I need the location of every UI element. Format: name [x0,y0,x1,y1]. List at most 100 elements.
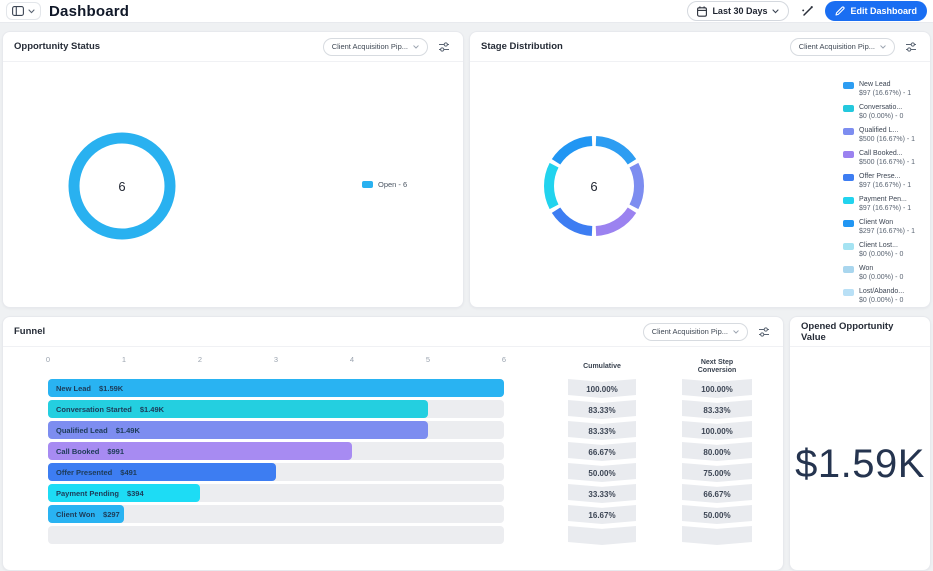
funnel-bar-client-won: Client Won $297 [48,505,124,523]
cumulative-value: 50.00% [568,463,636,482]
legend-stage-name: Payment Pen... [859,196,907,203]
funnel-panel: Funnel Client Acquisition Pip... Cumulat… [2,316,784,571]
donut-segment-new-lead [595,136,637,165]
donut-segment-payment-pending [544,162,559,210]
sliders-icon [906,41,916,52]
chart-options-button[interactable] [756,324,772,340]
legend-item: Qualified L... $500 (16.67%) - 1 [843,127,929,144]
dashboard-switcher-button[interactable] [6,2,41,20]
x-axis-tick: 3 [273,355,279,364]
legend-stage-detail: $97 (16.67%) - 1 [859,205,912,212]
stage-distribution-donut-chart: 6 [539,131,649,241]
funnel-stage-name: Offer Presented [56,467,113,477]
next-step-conversion-value: 66.67% [682,484,752,503]
legend-color-chip [843,105,854,112]
cumulative-value [568,526,636,545]
page-title: Dashboard [49,2,130,20]
opened-opportunity-value-panel: Opened Opportunity Value $1.59K [789,316,931,571]
donut-segment-offer-presented [551,207,593,236]
legend-text: Client Won $297 (16.67%) - 1 [859,219,915,236]
legend-text: Won $0 (0.00%) - 0 [859,265,903,282]
legend-stage-name: Lost/Abando... [859,288,905,295]
pipeline-selector-value: Client Acquisition Pip... [331,42,408,51]
funnel-bar-label: New Lead $1.59K [48,384,123,393]
chevron-down-icon [413,44,419,49]
funnel-stage-amount: $1.59K [99,383,124,393]
panel-title: Opened Opportunity Value [801,320,894,343]
legend-color-chip [843,266,854,273]
funnel-bar-track [48,526,504,544]
next-step-conversion-value: 80.00% [682,442,752,461]
legend-stage-name: Call Booked... [859,150,903,157]
magic-wand-button[interactable] [798,2,816,20]
panel-title: Funnel [14,326,46,337]
legend-item: Client Lost... $0 (0.00%) - 0 [843,242,929,259]
funnel-stage-amount: $297 [103,509,120,519]
cumulative-value: 33.33% [568,484,636,503]
x-axis-tick: 6 [501,355,507,364]
calendar-icon [697,5,708,17]
cumulative-value: 83.33% [568,400,636,419]
legend-text: Lost/Abando... $0 (0.00%) - 0 [859,288,904,305]
legend-item: Conversatio... $0 (0.00%) - 0 [843,104,929,121]
legend-color-chip [843,151,854,158]
legend-stage-detail: $97 (16.67%) - 1 [859,90,912,97]
legend-stage-name: Offer Prese... [859,173,901,180]
legend-stage-detail: $500 (16.67%) - 1 [859,159,916,166]
pencil-icon [835,6,846,16]
legend-color-chip [362,181,373,188]
pipeline-selector-value: Client Acquisition Pip... [651,327,728,336]
pipeline-selector[interactable]: Client Acquisition Pip... [322,37,428,56]
legend-item: Open - 6 [362,180,407,189]
legend-item: Client Won $297 (16.67%) - 1 [843,219,929,236]
x-axis-tick: 2 [197,355,203,364]
funnel-bar-label: Qualified Lead $1.49K [48,426,140,435]
cumulative-value: 100.00% [568,379,636,398]
donut-center-value: 6 [118,178,126,194]
legend-stage-name: Client Lost... [859,242,898,249]
stage-distribution-legend: New Lead $97 (16.67%) - 1 Conversatio... $0… [843,81,929,305]
chevron-down-icon [28,8,35,13]
funnel-stage-name: Payment Pending [56,488,119,498]
x-axis-tick: 1 [121,355,127,364]
donut-segment-qualified-lead [629,162,644,210]
legend-text: Payment Pen... $97 (16.67%) - 1 [859,196,911,213]
legend-stage-name: New Lead [859,81,891,88]
sliders-icon [759,326,769,337]
cumulative-value: 83.33% [568,421,636,440]
funnel-bar-payment-pending: Payment Pending $394 [48,484,200,502]
funnel-bar-conversation-started: Conversation Started $1.49K [48,400,428,418]
opportunity-status-donut-chart: 6 [67,131,177,241]
funnel-bar-track [48,505,504,523]
funnel-stage-name: Client Won [56,509,96,519]
cumulative-column-header: Cumulative [583,363,621,370]
chart-options-button[interactable] [436,39,452,55]
next-step-conversion-value [682,526,752,545]
funnel-bar-qualified-lead: Qualified Lead $1.49K [48,421,428,439]
edit-dashboard-button[interactable]: Edit Dashboard [825,1,927,21]
x-axis-tick: 0 [45,355,51,364]
pipeline-selector[interactable]: Client Acquisition Pip... [789,37,895,56]
date-range-button[interactable]: Last 30 Days [687,1,790,21]
legend-stage-detail: $297 (16.67%) - 1 [859,228,916,235]
chevron-down-icon [880,44,886,49]
funnel-stage-amount: $1.49K [115,425,140,435]
legend-stage-detail: $0 (0.00%) - 0 [859,251,904,258]
magic-wand-icon [802,5,813,16]
legend-stage-name: Conversatio... [859,104,903,111]
legend-text: Client Lost... $0 (0.00%) - 0 [859,242,903,259]
legend-item: Lost/Abando... $0 (0.00%) - 0 [843,288,929,305]
funnel-bar-label: Call Booked $991 [48,447,124,456]
stage-distribution-panel: Stage Distribution Client Acquisition Pi… [469,31,931,308]
legend-stage-name: Qualified L... [859,127,899,134]
legend-stage-detail: $97 (16.67%) - 1 [859,182,912,189]
legend-stage-detail: $0 (0.00%) - 0 [859,274,904,281]
sliders-icon [439,41,449,52]
donut-center-value: 6 [590,178,598,194]
next-step-conversion-value: 83.33% [682,400,752,419]
chart-options-button[interactable] [903,39,919,55]
next-step-conversion-value: 100.00% [682,421,752,440]
funnel-bar-new-lead: New Lead $1.59K [48,379,504,397]
pipeline-selector[interactable]: Client Acquisition Pip... [642,322,748,341]
x-axis-tick: 4 [349,355,355,364]
